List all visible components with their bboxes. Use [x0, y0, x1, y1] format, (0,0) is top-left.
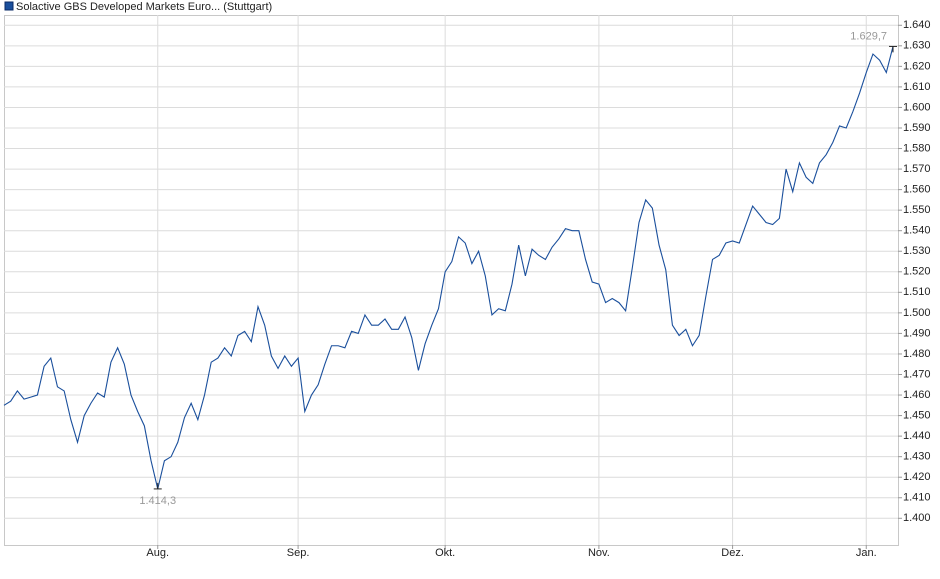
y-tick-label: 1.610 — [903, 81, 931, 93]
y-tick-label: 1.430 — [903, 451, 931, 463]
x-tick-label: Sep. — [287, 547, 310, 559]
y-tick-label: 1.570 — [903, 163, 931, 175]
y-tick-label: 1.460 — [903, 389, 931, 401]
y-tick-label: 1.500 — [903, 307, 931, 319]
value-label: 1.629,7 — [850, 30, 887, 42]
y-tick-label: 1.470 — [903, 368, 931, 380]
plot-frame — [4, 15, 899, 546]
x-tick-label: Nov. — [588, 547, 610, 559]
y-tick-label: 1.560 — [903, 184, 931, 196]
y-tick-label: 1.410 — [903, 492, 931, 504]
legend-swatch — [4, 1, 14, 11]
value-label: 1.414,3 — [139, 495, 176, 507]
y-tick-label: 1.620 — [903, 60, 931, 72]
x-tick-label: Dez. — [721, 547, 744, 559]
x-tick-label: Jan. — [856, 547, 877, 559]
x-tick-label: Aug. — [146, 547, 169, 559]
y-tick-label: 1.480 — [903, 348, 931, 360]
y-tick-label: 1.530 — [903, 245, 931, 257]
y-tick-label: 1.420 — [903, 471, 931, 483]
legend-label: Solactive GBS Developed Markets Euro... … — [16, 1, 272, 13]
y-tick-label: 1.630 — [903, 40, 931, 52]
y-tick-label: 1.440 — [903, 430, 931, 442]
y-tick-label: 1.520 — [903, 266, 931, 278]
y-tick-label: 1.450 — [903, 409, 931, 421]
y-tick-label: 1.490 — [903, 327, 931, 339]
y-tick-label: 1.550 — [903, 204, 931, 216]
price-line — [3, 46, 894, 490]
y-tick-label: 1.510 — [903, 286, 931, 298]
y-tick-label: 1.600 — [903, 101, 931, 113]
y-tick-label: 1.400 — [903, 512, 931, 524]
x-tick-label: Okt. — [435, 547, 455, 559]
y-tick-label: 1.540 — [903, 225, 931, 237]
y-tick-label: 1.590 — [903, 122, 931, 134]
y-tick-label: 1.640 — [903, 19, 931, 31]
y-tick-label: 1.580 — [903, 142, 931, 154]
